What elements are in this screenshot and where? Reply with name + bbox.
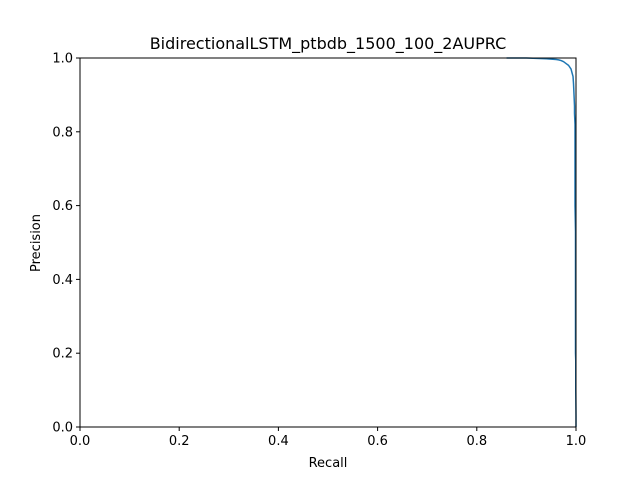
y-tick-label-1: 0.2 (52, 347, 73, 362)
x-tick-label-5: 1.0 (566, 434, 587, 449)
x-axis-label: Recall (309, 456, 348, 471)
x-tick-label-4: 0.8 (466, 434, 487, 449)
y-axis-label: Precision (29, 214, 44, 272)
y-tick-label-3: 0.6 (52, 199, 73, 214)
chart-title: BidirectionalLSTM_ptbdb_1500_100_2AUPRC (150, 34, 507, 54)
y-tick-label-4: 0.8 (52, 125, 73, 140)
y-tick-label-2: 0.4 (52, 273, 73, 288)
x-tick-label-0: 0.0 (70, 434, 91, 449)
axes-frame (79, 57, 577, 428)
x-tick-label-3: 0.6 (367, 434, 388, 449)
y-tick-label-5: 1.0 (52, 52, 73, 67)
pr-curve-line-0 (506, 57, 577, 427)
x-tick-label-2: 0.4 (268, 434, 289, 449)
plot-area: 0.0 0.2 0.4 0.6 0.8 1.0 0.0 0.2 0.4 0.6 0.8 1.0 (52, 52, 586, 450)
x-tick-label-1: 0.2 (169, 434, 190, 449)
y-tick-label-0: 0.0 (52, 421, 73, 436)
